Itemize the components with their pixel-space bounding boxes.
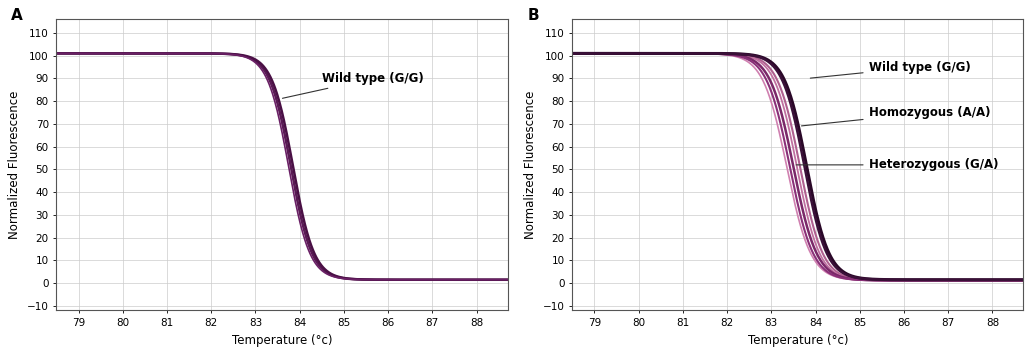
Text: B: B bbox=[527, 7, 539, 23]
X-axis label: Temperature (°c): Temperature (°c) bbox=[232, 334, 333, 347]
X-axis label: Temperature (°c): Temperature (°c) bbox=[748, 334, 848, 347]
Text: Wild type (G/G): Wild type (G/G) bbox=[810, 61, 971, 78]
Text: A: A bbox=[11, 7, 23, 23]
Text: Heterozygous (G/A): Heterozygous (G/A) bbox=[797, 158, 998, 171]
Text: Homozygous (A/A): Homozygous (A/A) bbox=[802, 106, 990, 126]
Y-axis label: Normalized Fluorescence: Normalized Fluorescence bbox=[8, 91, 22, 239]
Text: Wild type (G/G): Wild type (G/G) bbox=[283, 72, 424, 98]
Y-axis label: Normalized Fluorescence: Normalized Fluorescence bbox=[524, 91, 538, 239]
